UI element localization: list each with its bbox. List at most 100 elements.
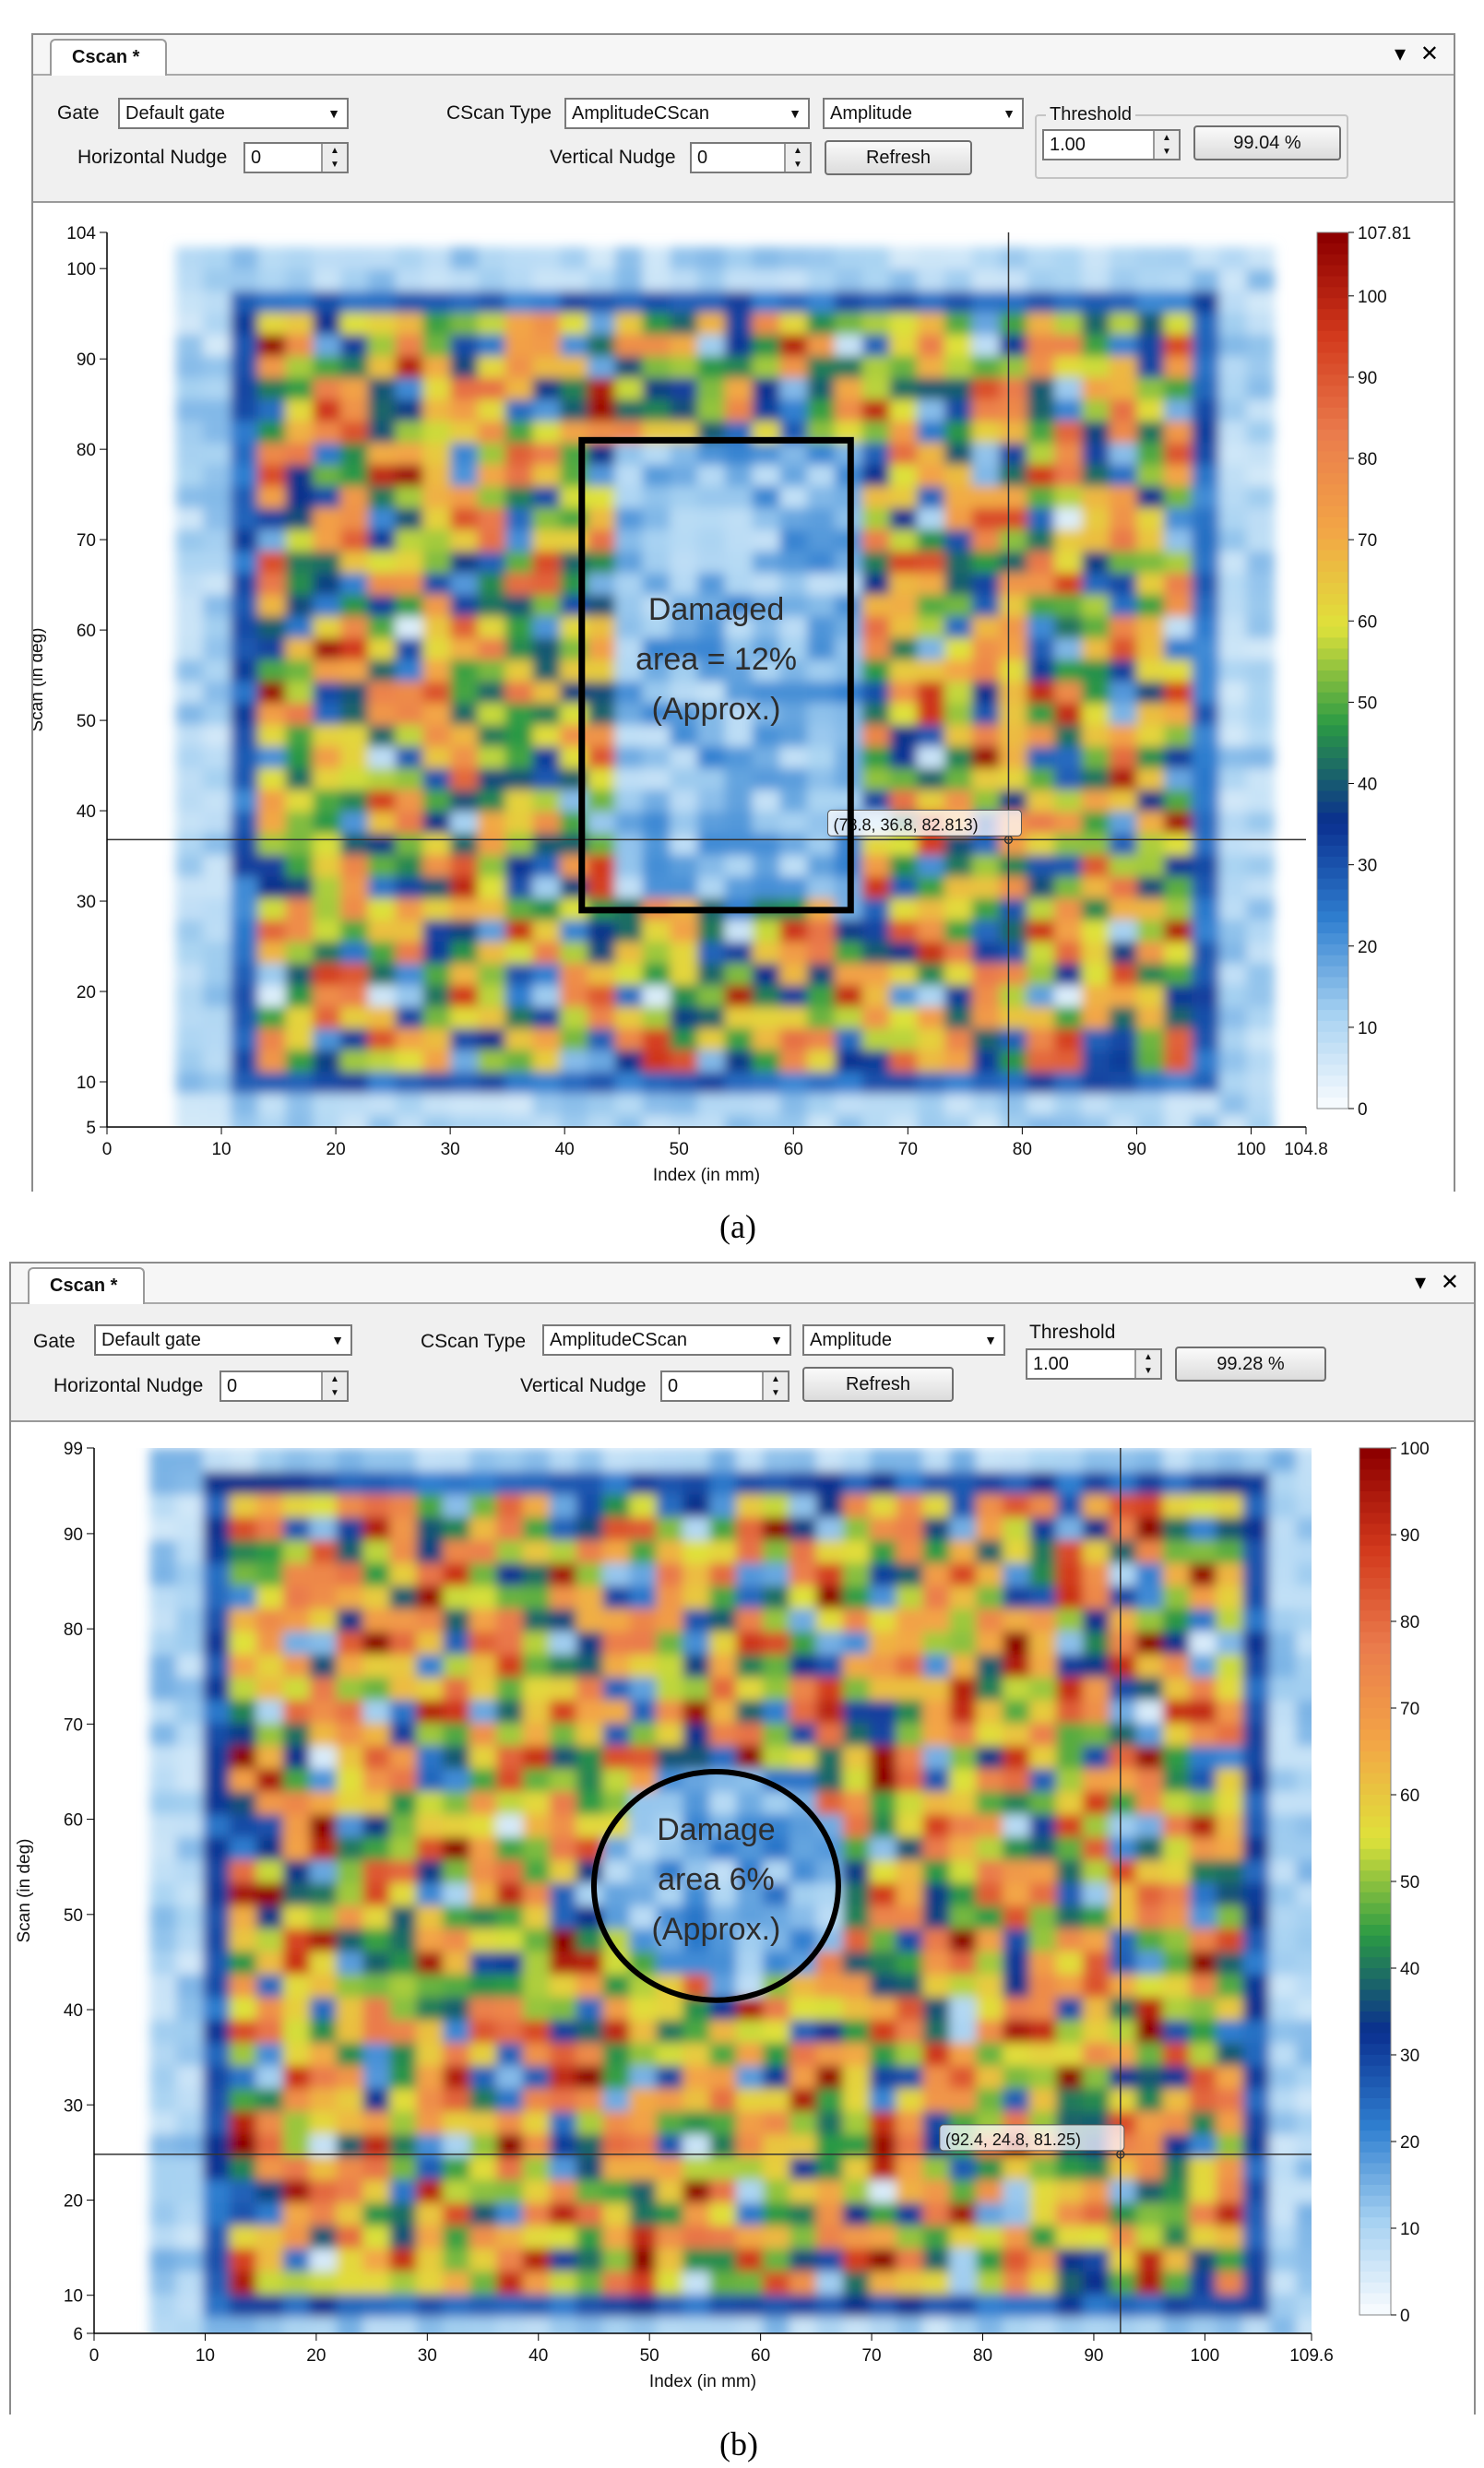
heatmap-cell (976, 1516, 1004, 1541)
colorbar-segment (1359, 2152, 1391, 2165)
spin-arrows-icon[interactable]: ▲ ▼ (321, 144, 347, 172)
heatmap-cell (1109, 1881, 1137, 1906)
heatmap-cell (683, 2042, 711, 2066)
heatmap-cell (736, 2201, 765, 2226)
refresh-button[interactable]: Refresh (802, 1367, 954, 1402)
heatmap-cell (861, 593, 891, 617)
heatmap-cell (395, 941, 424, 964)
heatmap-cell (789, 1561, 817, 1586)
amplitude-select[interactable]: Amplitude ▼ (823, 98, 1024, 129)
heatmap-cell (763, 2178, 790, 2203)
heatmap-cell (869, 1584, 897, 1609)
tab-cscan[interactable]: Cscan * (50, 39, 168, 76)
spin-arrows-icon[interactable]: ▲ ▼ (784, 144, 810, 172)
threshold-stepper[interactable]: 1.00 ▲ ▼ (1026, 1348, 1162, 1380)
gate-label: Gate (33, 1331, 76, 1352)
heatmap-cell (869, 2248, 897, 2272)
heatmap-cell (709, 1539, 738, 1563)
horizontal-nudge-stepper[interactable]: 0 ▲ ▼ (220, 1370, 349, 1402)
heatmap-cell (842, 1653, 871, 1678)
heatmap-cell (896, 1722, 924, 1747)
heatmap-cell (861, 875, 891, 899)
threshold-percent-button[interactable]: 99.28 % (1175, 1347, 1326, 1382)
heatmap-cell (1162, 2042, 1191, 2066)
heatmap-cell (1109, 333, 1138, 357)
cscan-type-select[interactable]: AmplitudeCScan ▼ (564, 98, 810, 129)
heatmap-cell (340, 398, 369, 421)
heatmap-cell (779, 615, 809, 638)
heatmap-cell (656, 2087, 684, 2112)
heatmap-cell (1082, 1539, 1110, 1563)
colorbar-tick-label: 80 (1358, 450, 1377, 469)
heatmap-cell (477, 636, 506, 660)
heatmap-cell (149, 2019, 178, 2044)
spin-arrows-icon[interactable]: ▲ ▼ (762, 1372, 788, 1400)
refresh-button[interactable]: Refresh (825, 140, 972, 175)
amplitude-select[interactable]: Amplitude ▼ (802, 1324, 1005, 1356)
horizontal-nudge-stepper[interactable]: 0 ▲ ▼ (243, 142, 349, 173)
heatmap-cell (149, 1631, 178, 1655)
tab-cscan[interactable]: Cscan * (28, 1267, 146, 1304)
heatmap-cell (367, 268, 397, 291)
heatmap-cell (1082, 1470, 1110, 1495)
heatmap-cell (367, 420, 397, 444)
heatmap-cell (614, 333, 644, 357)
heatmap-cell (944, 984, 973, 1007)
heatmap-cell (336, 1516, 364, 1541)
heatmap-cell (869, 1928, 897, 1952)
close-icon[interactable]: ✕ (1419, 42, 1439, 66)
heatmap-cell (1109, 312, 1138, 335)
heatmap-cell (532, 919, 562, 943)
y-tick-label: 100 (66, 260, 96, 279)
vertical-nudge-stepper[interactable]: 0 ▲ ▼ (690, 142, 812, 173)
heatmap-cell (629, 2133, 658, 2157)
heatmap-cell (362, 2339, 390, 2363)
heatmap-cell (896, 2064, 924, 2089)
spin-arrows-icon[interactable]: ▲ ▼ (321, 1372, 347, 1400)
gate-select[interactable]: Default gate ▼ (118, 98, 349, 129)
heatmap-cell (1081, 333, 1110, 357)
window-menu-icon[interactable]: ▾ (1414, 1270, 1426, 1295)
heatmap-cell (203, 1027, 232, 1050)
heatmap-cell (1246, 767, 1276, 790)
tab-strip: Cscan * ▾ ✕ (11, 1264, 1474, 1304)
heatmap-cell (1296, 1676, 1312, 1701)
heatmap-cell (469, 1996, 497, 2021)
vertical-nudge-stepper[interactable]: 0 ▲ ▼ (660, 1370, 789, 1402)
heatmap-cell (602, 1699, 631, 1724)
heatmap-cell (752, 854, 781, 877)
window-menu-icon[interactable]: ▾ (1394, 42, 1406, 66)
heatmap-cell (1246, 1092, 1276, 1116)
gate-select[interactable]: Default gate ▼ (94, 1324, 352, 1356)
heatmap-cell (922, 1653, 951, 1678)
heatmap-cell (505, 1027, 534, 1050)
heatmap-cell (922, 1516, 951, 1541)
heatmap-cell (842, 1904, 871, 1929)
x-tick-label: 10 (196, 2346, 215, 2366)
heatmap-cell (1191, 724, 1220, 747)
heatmap-cell (230, 941, 259, 964)
heatmap-cell (1003, 2178, 1031, 2203)
heatmap-cell (176, 2156, 205, 2180)
heatmap-cell (477, 875, 506, 899)
heatmap-cell (285, 572, 315, 595)
spin-arrows-icon[interactable]: ▲ ▼ (1153, 131, 1179, 159)
spin-arrows-icon[interactable]: ▲ ▼ (1134, 1350, 1160, 1378)
heatmap-cell (1109, 1858, 1137, 1883)
heatmap-cell (175, 312, 205, 335)
heatmap-cell (450, 919, 479, 943)
threshold-percent-button[interactable]: 99.04 % (1193, 125, 1341, 160)
heatmap-cell (709, 1448, 738, 1472)
close-icon[interactable]: ✕ (1440, 1270, 1459, 1295)
heatmap-cell (389, 1608, 418, 1632)
heatmap-cell (709, 1493, 738, 1518)
heatmap-cell (229, 2225, 257, 2249)
colorbar-segment (1359, 1469, 1391, 1482)
heatmap-cell (869, 1653, 897, 1678)
heatmap-cell (1164, 897, 1193, 920)
cscan-type-select[interactable]: AmplitudeCScan ▼ (542, 1324, 791, 1356)
threshold-stepper[interactable]: 1.00 ▲ ▼ (1042, 129, 1181, 160)
heatmap-cell (1218, 919, 1248, 943)
heatmap-cell (922, 1881, 951, 1906)
heatmap-cell (971, 1027, 1001, 1050)
